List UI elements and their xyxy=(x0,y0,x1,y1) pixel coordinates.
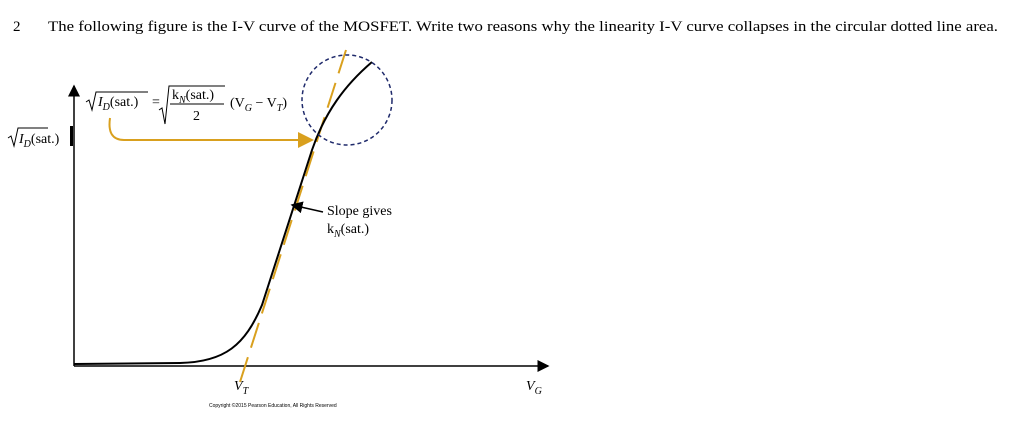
text-part: k xyxy=(327,222,334,237)
radical xyxy=(85,91,148,112)
y-tick xyxy=(70,126,73,146)
text-part: G xyxy=(245,103,252,114)
text-part: N xyxy=(178,95,187,106)
text-part: I xyxy=(97,95,104,110)
text-part: N xyxy=(333,229,342,240)
text-part: ) xyxy=(282,96,287,111)
x-axis-label: VG xyxy=(526,379,542,397)
copyright: Copyright ©2015 Pearson Education, All R… xyxy=(209,402,337,409)
equals: = xyxy=(152,95,160,110)
equation-factor: (VG − VT) xyxy=(230,96,287,114)
text-part: G xyxy=(535,386,542,397)
pointer-arrow xyxy=(108,117,314,148)
text-part: I xyxy=(18,132,25,147)
slope-arrow xyxy=(290,201,324,214)
dotted-circle xyxy=(301,54,393,146)
radical xyxy=(7,127,48,148)
slope-note: kN(sat.) xyxy=(327,222,369,240)
x-tick-label: VT xyxy=(234,379,250,397)
text-part: (V xyxy=(230,96,245,111)
text-part: V xyxy=(526,379,536,394)
text-part: − V xyxy=(252,96,277,111)
equation-lhs: ID(sat.) xyxy=(97,95,139,113)
text-part: V xyxy=(234,379,244,394)
text-part: (sat.) xyxy=(110,95,139,110)
text-part: D xyxy=(102,102,111,113)
text-part: T xyxy=(277,103,284,114)
y-axis-label: ID(sat.) xyxy=(18,132,60,150)
text-part: k xyxy=(172,88,179,103)
slope-note: Slope gives xyxy=(327,204,392,219)
numerator: kN(sat.) xyxy=(172,88,214,106)
iv-curve xyxy=(73,61,373,365)
question-number: 2 xyxy=(13,19,21,35)
text-part: D xyxy=(23,139,32,150)
extrapolated-line xyxy=(239,49,347,383)
text-part: T xyxy=(243,386,250,397)
question-text: The following figure is the I-V curve of… xyxy=(48,19,998,35)
radical xyxy=(158,85,225,125)
text-part: (sat.) xyxy=(31,132,60,147)
denominator: 2 xyxy=(193,109,200,124)
text-part: (sat.) xyxy=(186,88,215,103)
text-part: (sat.) xyxy=(341,222,370,237)
